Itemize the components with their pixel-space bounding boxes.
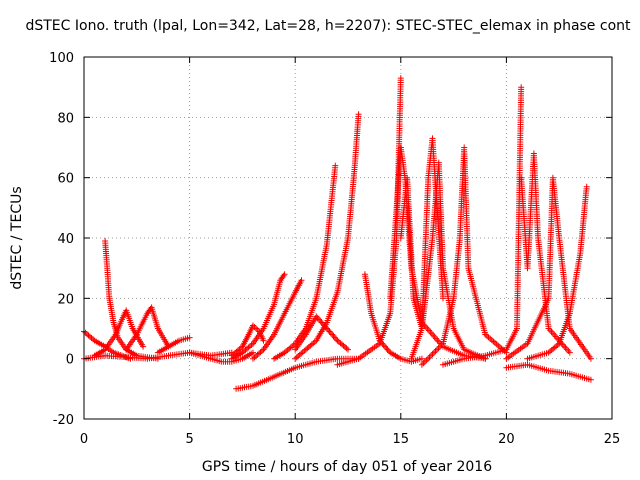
x-tick-label: 15 [393,432,410,447]
series-13 [292,111,362,362]
series-markers [186,349,256,365]
y-tick-label: 0 [66,353,74,368]
y-tick-label: 100 [49,51,74,66]
series-10 [228,271,288,362]
y-tick-label: 40 [57,232,74,247]
series-markers [418,144,510,368]
series-markers [503,174,594,362]
x-axis-label: GPS time / hours of day 051 of year 2016 [202,459,492,475]
series-markers [518,150,573,356]
x-tick-label: 20 [498,432,515,447]
series-markers [250,277,305,362]
series-12 [271,162,339,362]
series-4 [123,304,172,353]
series-markers [228,271,288,362]
series-markers [524,183,590,362]
y-axis-label: dSTEC / TECUs [9,186,25,289]
y-tick-label: -20 [53,413,74,428]
series-markers [123,304,172,353]
series-markers [233,355,362,392]
y-tick-label: 80 [57,111,74,126]
x-tick-label: 25 [604,432,621,447]
series-16 [334,75,404,368]
series-15 [361,271,425,365]
series-markers [397,135,446,332]
series-11 [250,277,305,362]
x-tick-label: 5 [185,432,193,447]
series-25 [503,361,594,383]
series-markers [292,313,351,353]
x-tick-label: 10 [287,432,304,447]
series-14 [292,313,351,353]
series-markers [334,75,404,368]
series-21 [440,84,525,368]
series-markers [292,111,362,362]
series-markers [503,361,594,383]
series-markers [271,162,339,362]
chart-title: dSTEC Iono. truth (lpal, Lon=342, Lat=28… [25,18,631,34]
series-19 [408,159,489,362]
x-tick-label: 0 [80,432,88,447]
series-24 [524,183,590,362]
series-5 [154,334,193,356]
series-group [81,75,594,392]
y-tick-label: 60 [57,172,74,187]
series-23 [503,174,594,362]
series-7 [186,349,256,365]
series-markers [440,84,525,368]
series-markers [154,334,193,356]
series-18 [397,135,446,332]
series-20 [418,144,510,368]
axis-ticks: 0 5 10 15 20 25 -20 0 20 40 60 80 100 [49,51,620,447]
series-9 [233,355,362,392]
series-markers [408,159,489,362]
series-markers [361,271,425,365]
series-22 [518,150,573,356]
y-tick-label: 20 [57,292,74,307]
